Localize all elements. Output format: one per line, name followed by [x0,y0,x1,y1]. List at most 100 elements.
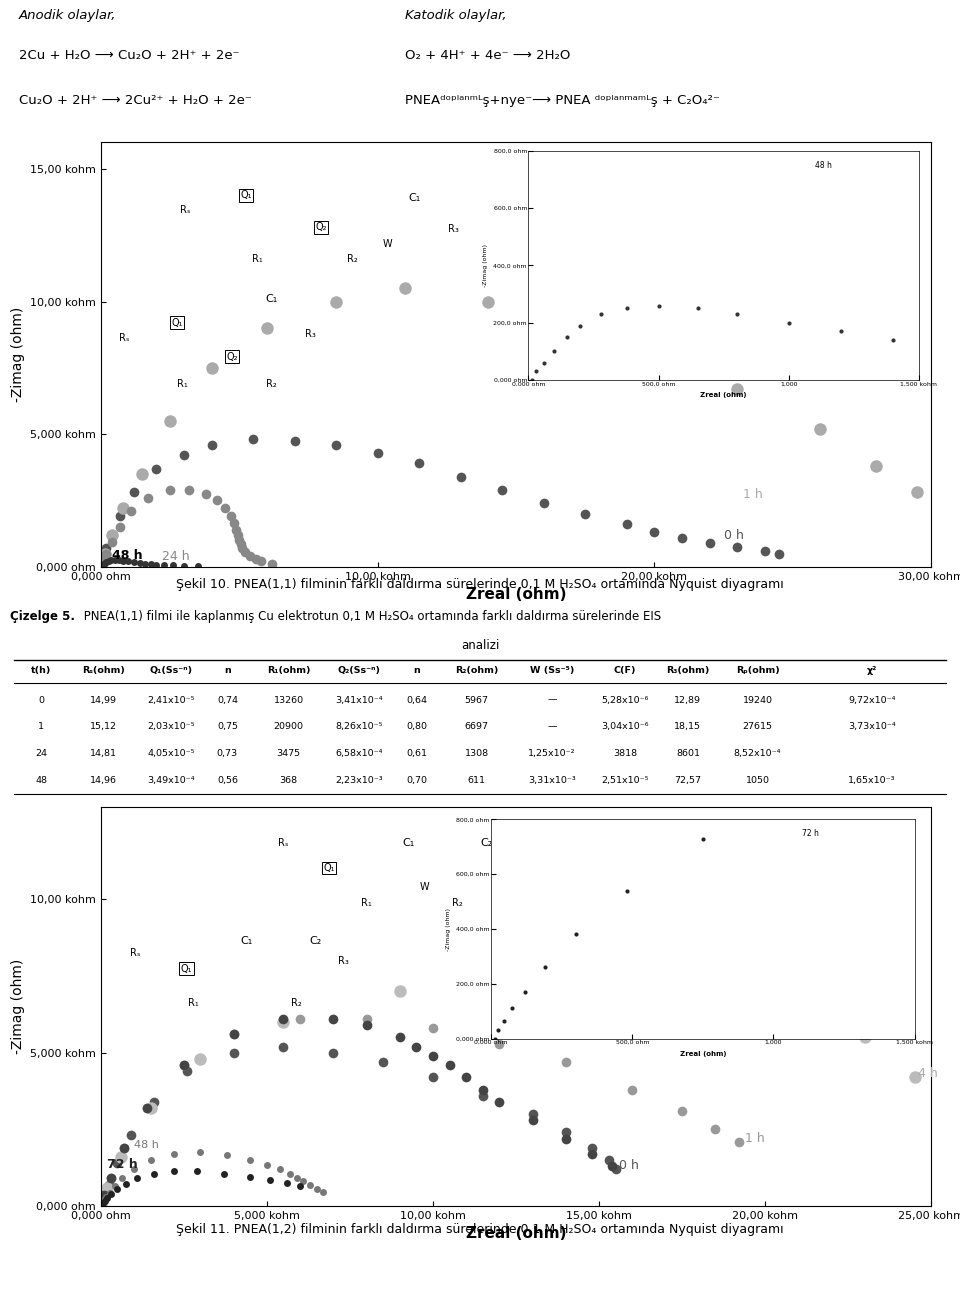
Text: W: W [382,239,392,250]
Text: 2Cu + H₂O ⟶ Cu₂O + 2H⁺ + 2e⁻: 2Cu + H₂O ⟶ Cu₂O + 2H⁺ + 2e⁻ [19,49,240,62]
Text: Q₁: Q₁ [324,863,335,873]
Text: 1: 1 [38,722,44,731]
Text: 14,99: 14,99 [90,696,117,704]
Text: C₁: C₁ [409,193,420,203]
Text: 48: 48 [36,776,47,785]
Text: R₁: R₁ [188,998,199,1008]
Text: Rₛ: Rₛ [180,206,191,215]
Text: C(F): C(F) [613,666,636,675]
Text: 48 h: 48 h [134,1140,159,1150]
Text: 8,26x10⁻⁵: 8,26x10⁻⁵ [335,722,383,731]
Text: 72,57: 72,57 [675,776,702,785]
Text: 24 h: 24 h [161,550,189,563]
Text: R₂: R₂ [266,379,276,389]
Text: 611: 611 [468,776,486,785]
Text: C₂: C₂ [309,936,322,946]
Text: PNEAᵈᵒᵖˡᵃⁿᵐᴸş+nye⁻⟶ PNEA ᵈᵒᵖˡᵃⁿᵐᵃᵐᴸş + C₂O₄²⁻: PNEAᵈᵒᵖˡᵃⁿᵐᴸş+nye⁻⟶ PNEA ᵈᵒᵖˡᵃⁿᵐᵃᵐᴸş + C… [405,94,720,107]
Text: 3,41x10⁻⁴: 3,41x10⁻⁴ [335,696,383,704]
Text: 6,58x10⁻⁴: 6,58x10⁻⁴ [335,749,383,758]
Text: Q₁: Q₁ [240,190,252,201]
Text: 0,64: 0,64 [406,696,427,704]
Text: 0,74: 0,74 [217,696,238,704]
Text: 3475: 3475 [276,749,300,758]
Text: 0,61: 0,61 [406,749,427,758]
Text: R₃: R₃ [448,224,459,234]
Text: 0 h: 0 h [724,529,743,542]
Text: 0,70: 0,70 [406,776,427,785]
Text: 1 h: 1 h [745,1132,765,1145]
Text: R₂(ohm): R₂(ohm) [455,666,498,675]
Text: R₂: R₂ [291,998,301,1008]
Text: Q₁: Q₁ [180,964,192,974]
Text: Q₁(Ss⁻ⁿ): Q₁(Ss⁻ⁿ) [150,666,193,675]
Text: Katodik olaylar,: Katodik olaylar, [405,9,506,22]
Text: 1 h: 1 h [743,488,763,501]
Text: 3,73x10⁻⁴: 3,73x10⁻⁴ [848,722,896,731]
Text: W: W [420,883,429,892]
Text: n: n [224,666,230,675]
Text: Rₛ: Rₛ [131,949,141,958]
Text: 3,04x10⁻⁶: 3,04x10⁻⁶ [601,722,649,731]
Text: 48 h: 48 h [112,549,142,562]
Text: Q₂: Q₂ [227,352,238,362]
Text: 5,28x10⁻⁶: 5,28x10⁻⁶ [601,696,649,704]
Text: 6697: 6697 [465,722,489,731]
Text: Rₛ: Rₛ [278,839,289,849]
Text: 1050: 1050 [746,776,770,785]
Text: 2,51x10⁻⁵: 2,51x10⁻⁵ [601,776,649,785]
Text: —: — [547,696,557,704]
Text: 4,05x10⁻⁵: 4,05x10⁻⁵ [147,749,195,758]
X-axis label: Zreal (ohm): Zreal (ohm) [466,587,566,602]
Text: 72 h: 72 h [108,1158,138,1171]
Text: Q₂(Ss⁻ⁿ): Q₂(Ss⁻ⁿ) [338,666,380,675]
Text: C₁: C₁ [240,936,252,946]
Text: 19240: 19240 [742,696,773,704]
Text: R₁(ohm): R₁(ohm) [267,666,310,675]
Text: t(h): t(h) [31,666,51,675]
Text: Anodik olaylar,: Anodik olaylar, [19,9,116,22]
Text: 13260: 13260 [274,696,303,704]
Text: PNEA(1,1) filmi ile kaplanmış Cu elektrotun 0,1 M H₂SO₄ ortamında farklı daldırm: PNEA(1,1) filmi ile kaplanmış Cu elektro… [80,609,661,622]
Text: 15,12: 15,12 [90,722,117,731]
Text: 1,25x10⁻²: 1,25x10⁻² [528,749,576,758]
Text: 1308: 1308 [465,749,489,758]
Text: Cu₂O + 2H⁺ ⟶ 2Cu²⁺ + H₂O + 2e⁻: Cu₂O + 2H⁺ ⟶ 2Cu²⁺ + H₂O + 2e⁻ [19,94,252,107]
Text: 0,56: 0,56 [217,776,238,785]
Text: Rₛ: Rₛ [119,333,130,343]
Text: —: — [547,722,557,731]
Text: Q₂: Q₂ [315,223,326,232]
Text: W (Ss⁻⁵): W (Ss⁻⁵) [530,666,574,675]
X-axis label: Zreal (ohm): Zreal (ohm) [466,1227,566,1241]
Text: 3,49x10⁻⁴: 3,49x10⁻⁴ [147,776,195,785]
Text: R₃(ohm): R₃(ohm) [666,666,709,675]
Text: 8,52x10⁻⁴: 8,52x10⁻⁴ [733,749,781,758]
Text: 24 h: 24 h [540,1021,566,1034]
Text: 20900: 20900 [274,722,303,731]
Text: C₁: C₁ [265,294,277,304]
Text: Şekil 10. PNEA(1,1) filminin farklı daldırma sürelerinde 0,1 M H₂SO₄ ortamında N: Şekil 10. PNEA(1,1) filminin farklı dald… [176,578,784,591]
Text: 27615: 27615 [742,722,773,731]
Text: 3,31x10⁻³: 3,31x10⁻³ [528,776,576,785]
Text: R₃: R₃ [523,866,534,876]
Text: Rₚ(ohm): Rₚ(ohm) [735,666,780,675]
Text: 0,73: 0,73 [217,749,238,758]
Text: 12,89: 12,89 [675,696,702,704]
Text: 0 h: 0 h [619,1159,638,1172]
Text: C₁: C₁ [402,839,414,849]
Text: R₁: R₁ [177,379,187,389]
Text: 9,72x10⁻⁴: 9,72x10⁻⁴ [848,696,896,704]
Text: Q₁: Q₁ [172,318,183,327]
Text: 8601: 8601 [676,749,700,758]
Text: 24: 24 [36,749,47,758]
Text: 2,03x10⁻⁵: 2,03x10⁻⁵ [147,722,195,731]
Text: R₁: R₁ [361,898,372,908]
Text: n: n [414,666,420,675]
Text: R₂: R₂ [452,898,464,908]
Y-axis label: -Zimag (ohm): -Zimag (ohm) [11,959,25,1055]
Text: 14,81: 14,81 [90,749,117,758]
Text: Rₛ(ohm): Rₛ(ohm) [83,666,125,675]
Text: R₁: R₁ [252,254,262,264]
Text: 368: 368 [279,776,298,785]
Text: χ²: χ² [867,666,877,675]
Text: O₂ + 4H⁺ + 4e⁻ ⟶ 2H₂O: O₂ + 4H⁺ + 4e⁻ ⟶ 2H₂O [405,49,570,62]
